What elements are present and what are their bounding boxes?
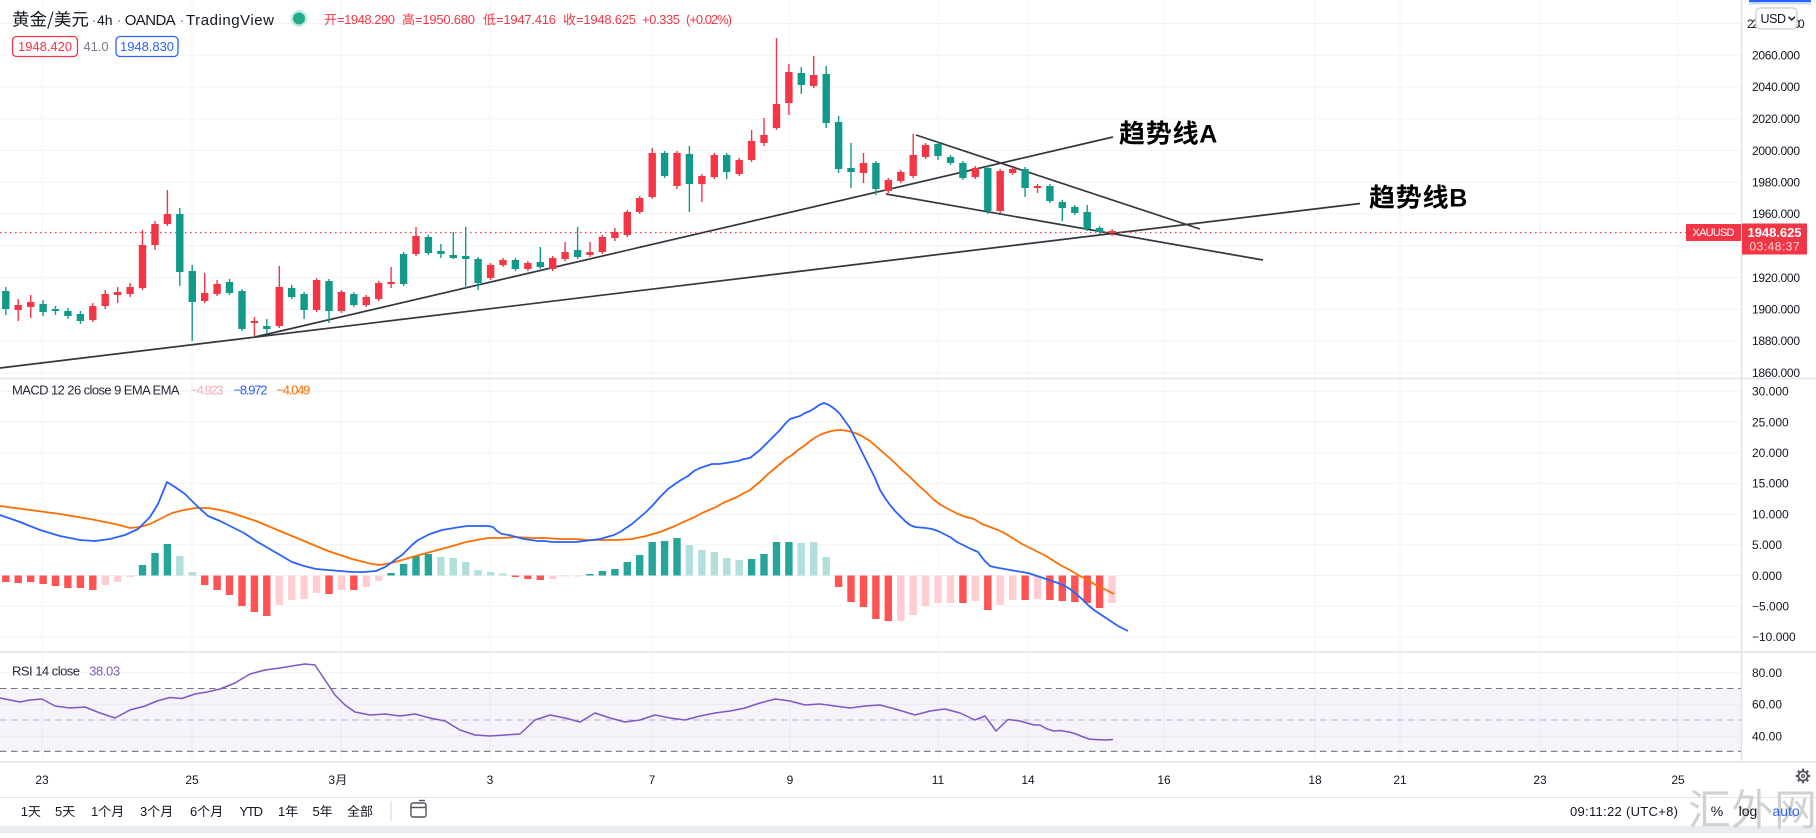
svg-text:5: 5 xyxy=(313,804,320,819)
svg-text:38.03: 38.03 xyxy=(89,664,120,679)
svg-text:−4.923: −4.923 xyxy=(191,383,224,398)
svg-text:11: 11 xyxy=(932,773,945,787)
svg-text:1948.625: 1948.625 xyxy=(1748,225,1802,240)
svg-text:2040.000: 2040.000 xyxy=(1752,80,1800,94)
svg-text:1860.000: 1860.000 xyxy=(1752,366,1800,380)
svg-text:25: 25 xyxy=(1671,773,1685,787)
svg-text:=1947.416: =1947.416 xyxy=(496,12,556,27)
svg-text:0.000: 0.000 xyxy=(1752,569,1782,583)
svg-text:60.00: 60.00 xyxy=(1752,698,1782,712)
svg-text:+0.335: +0.335 xyxy=(642,12,680,27)
svg-text:1880.000: 1880.000 xyxy=(1752,334,1800,348)
svg-text:9: 9 xyxy=(787,773,794,787)
svg-text:(+0.02%): (+0.02%) xyxy=(686,12,732,27)
svg-text:OANDA: OANDA xyxy=(125,12,176,29)
svg-text:10.000: 10.000 xyxy=(1752,507,1789,521)
svg-text:09:11:22 (UTC+8): 09:11:22 (UTC+8) xyxy=(1570,804,1678,819)
svg-text:15.000: 15.000 xyxy=(1752,477,1789,491)
svg-text:2000.000: 2000.000 xyxy=(1752,144,1800,158)
svg-text:7: 7 xyxy=(649,773,656,787)
svg-text:RSI 14 close: RSI 14 close xyxy=(12,664,80,679)
svg-text:1948.830: 1948.830 xyxy=(120,39,174,54)
svg-text:20.000: 20.000 xyxy=(1752,446,1789,460)
svg-text:40.00: 40.00 xyxy=(1752,729,1782,743)
svg-text:·: · xyxy=(92,12,97,29)
svg-text:=1948.625: =1948.625 xyxy=(576,12,636,27)
svg-text:23: 23 xyxy=(1533,773,1547,787)
svg-text:auto: auto xyxy=(1772,803,1799,819)
svg-text:1960.000: 1960.000 xyxy=(1752,207,1800,221)
svg-text:18: 18 xyxy=(1308,773,1322,787)
svg-text:1900.000: 1900.000 xyxy=(1752,303,1800,317)
svg-text:2: 2 xyxy=(1747,17,1754,31)
svg-text:B: B xyxy=(1449,185,1467,213)
svg-text:23: 23 xyxy=(35,773,49,787)
svg-text:−8.972: −8.972 xyxy=(234,383,268,398)
svg-text:1: 1 xyxy=(278,804,285,819)
svg-text:1920.000: 1920.000 xyxy=(1752,271,1800,285)
svg-text:1980.000: 1980.000 xyxy=(1752,176,1800,190)
svg-text:1948.420: 1948.420 xyxy=(18,39,72,54)
svg-text:1: 1 xyxy=(21,804,28,819)
svg-text:·: · xyxy=(117,12,122,29)
svg-text:XAUUSD: XAUUSD xyxy=(1693,227,1735,239)
svg-text:6: 6 xyxy=(190,804,197,819)
svg-text:4h: 4h xyxy=(97,12,113,28)
svg-text:03:48:37: 03:48:37 xyxy=(1750,240,1800,254)
svg-text:3: 3 xyxy=(487,773,494,787)
svg-text:−10.000: −10.000 xyxy=(1752,630,1796,644)
svg-text:YTD: YTD xyxy=(240,804,264,819)
svg-text:·: · xyxy=(180,12,185,29)
svg-text:2020.000: 2020.000 xyxy=(1752,112,1800,126)
svg-text:USD: USD xyxy=(1761,12,1787,26)
svg-text:=1950.680: =1950.680 xyxy=(415,12,475,27)
svg-text:A: A xyxy=(1199,121,1217,149)
svg-text:log: log xyxy=(1739,803,1758,819)
svg-text:0: 0 xyxy=(1798,17,1805,31)
svg-text:−5.000: −5.000 xyxy=(1752,600,1789,614)
svg-text:14: 14 xyxy=(1021,773,1035,787)
svg-text:80.00: 80.00 xyxy=(1752,666,1782,680)
svg-text:16: 16 xyxy=(1157,773,1171,787)
svg-text:%: % xyxy=(1711,803,1723,819)
svg-text:30.000: 30.000 xyxy=(1752,385,1789,399)
svg-text:3: 3 xyxy=(328,773,335,787)
svg-text:25.000: 25.000 xyxy=(1752,415,1789,429)
svg-text:5: 5 xyxy=(55,804,62,819)
svg-text:41.0: 41.0 xyxy=(83,39,108,54)
svg-text:5.000: 5.000 xyxy=(1752,538,1782,552)
svg-text:1: 1 xyxy=(91,804,98,819)
svg-text:21: 21 xyxy=(1393,773,1407,787)
svg-text:25: 25 xyxy=(185,773,199,787)
svg-text:MACD 12 26 close 9 EMA EMA: MACD 12 26 close 9 EMA EMA xyxy=(12,383,180,398)
svg-text:3: 3 xyxy=(140,804,147,819)
svg-text:TradingView: TradingView xyxy=(186,12,274,29)
svg-text:2060.000: 2060.000 xyxy=(1752,49,1800,63)
svg-text:−4.049: −4.049 xyxy=(276,383,310,398)
svg-text:=1948.290: =1948.290 xyxy=(337,12,395,27)
